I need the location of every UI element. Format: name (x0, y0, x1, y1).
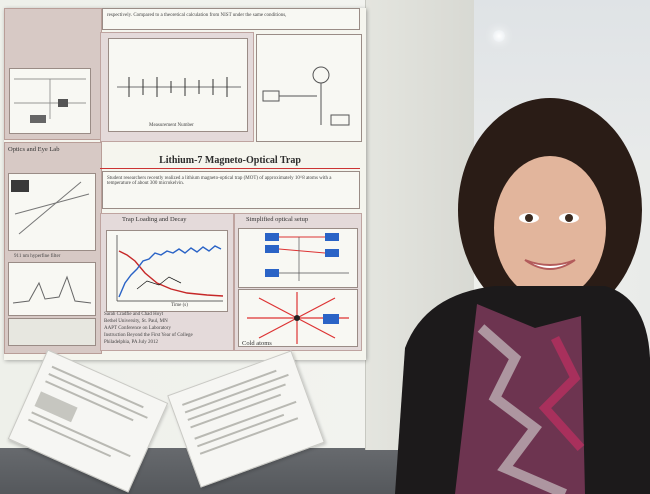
logo-strip (8, 318, 96, 346)
optical-schematic-svg (11, 180, 90, 235)
cold-atoms-label: Cold atoms (242, 340, 272, 347)
person (395, 98, 650, 494)
trap-axis-time: Time (s) (171, 303, 188, 308)
optical-setup-svg (265, 233, 349, 281)
face (494, 156, 606, 300)
poster-top-text: respectively. Compared to a theoretical … (102, 8, 360, 30)
poster-event: AAPT Conference on Laboratory (104, 326, 171, 331)
poster-affiliation: Bethel University, St. Paul, MN (104, 319, 168, 324)
optical-setup-title: Simplified optical setup (246, 216, 309, 223)
left-label-2: 911 nm hyperfine filter (14, 254, 61, 259)
poster-event2: Instruction Beyond the First Year of Col… (104, 333, 193, 338)
measurement-plot-svg (117, 77, 241, 97)
title-rule (100, 168, 360, 169)
cold-atoms-svg (247, 292, 349, 344)
research-poster: respectively. Compared to a theoretical … (4, 8, 366, 360)
smile (524, 259, 576, 270)
trap-plot: Time (s) (106, 230, 228, 312)
left-label-1: Optics and Eye Lab (8, 146, 60, 153)
poster-section-title: Lithium-7 Magneto-Optical Trap (159, 155, 301, 166)
intro-text: Student researchers recently realized a … (107, 176, 332, 186)
optical-setup-diagram (238, 228, 358, 288)
measurement-plot: Measurement Number (108, 38, 248, 132)
intro-box: Student researchers recently realized a … (102, 171, 360, 209)
circuit-diagram-svg (262, 66, 350, 126)
optics-diagram (9, 68, 91, 134)
poster-location: Philadelphia, PA July 2012 (104, 340, 158, 345)
measurement-axis-label: Measurement Number (149, 123, 194, 128)
circuit-diagram (256, 34, 362, 142)
patterned-top (455, 304, 585, 494)
poster-authors: Sarah Cradfie and Chad Hoyt (104, 312, 164, 317)
trap-plot-svg (116, 235, 224, 302)
ceiling-light (493, 30, 505, 42)
spectrum-figure (8, 262, 96, 316)
poster-top-text-content: respectively. Compared to a theoretical … (107, 13, 287, 18)
optics-diagram-svg (14, 78, 86, 123)
optical-schematic (8, 173, 96, 251)
trap-title: Trap Loading and Decay (122, 216, 187, 223)
spectrum-figure-svg (12, 275, 92, 304)
cold-atoms-diagram (238, 289, 358, 347)
